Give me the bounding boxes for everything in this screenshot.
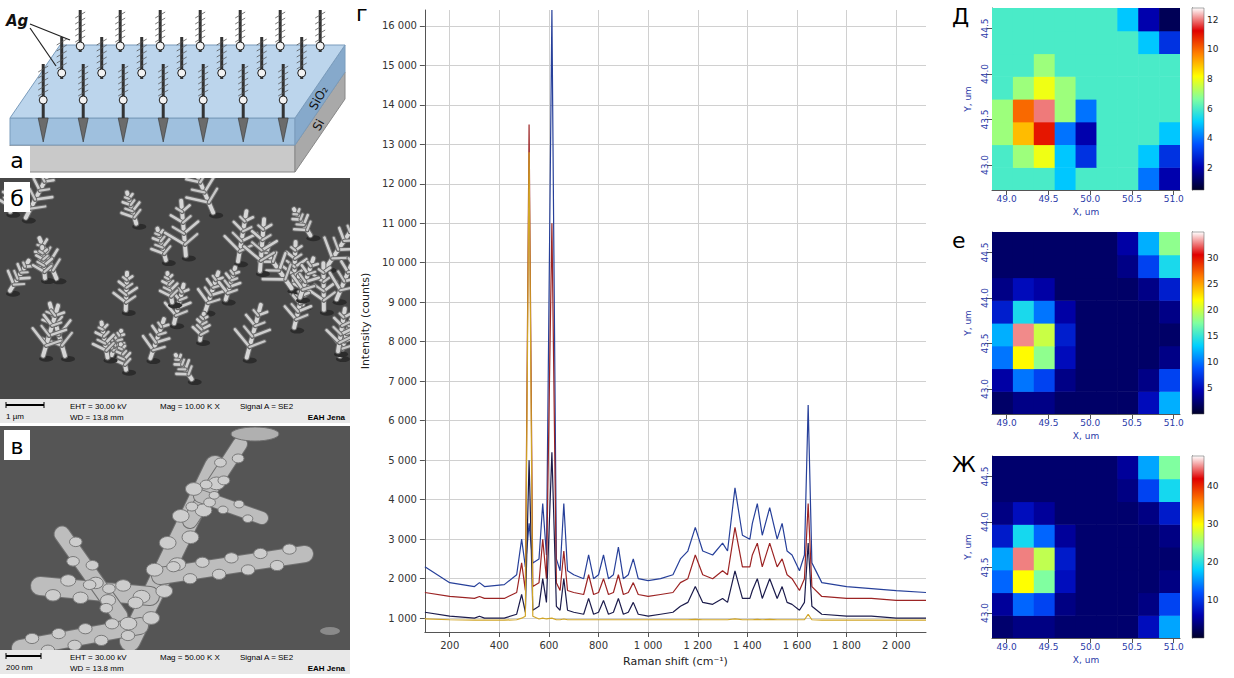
svg-text:5: 5 [1207, 383, 1213, 393]
svg-text:1 600: 1 600 [783, 640, 812, 651]
svg-text:49.5: 49.5 [1038, 194, 1058, 204]
svg-text:X, um: X, um [1073, 207, 1099, 217]
svg-text:Raman shift (cm⁻¹): Raman shift (cm⁻¹) [623, 655, 728, 668]
svg-text:Ж: Ж [952, 452, 976, 477]
svg-text:49.0: 49.0 [997, 194, 1017, 204]
svg-text:в: в [11, 434, 24, 459]
svg-text:1 200: 1 200 [683, 640, 712, 651]
svg-text:51.0: 51.0 [1164, 642, 1184, 652]
svg-text:EAH Jena: EAH Jena [308, 413, 346, 422]
svg-text:Intensity (counts): Intensity (counts) [359, 273, 372, 370]
svg-text:20: 20 [1207, 557, 1219, 567]
svg-text:49.5: 49.5 [1038, 418, 1058, 428]
svg-text:50.0: 50.0 [1080, 418, 1100, 428]
svg-text:10 000: 10 000 [382, 257, 417, 268]
svg-text:30: 30 [1207, 253, 1219, 263]
svg-text:43.5: 43.5 [980, 333, 990, 353]
svg-text:50.0: 50.0 [1080, 194, 1100, 204]
svg-text:20: 20 [1207, 305, 1219, 315]
svg-text:7 000: 7 000 [388, 376, 417, 387]
svg-text:Signal A = SE2: Signal A = SE2 [240, 402, 294, 411]
svg-text:Si: Si [310, 117, 328, 133]
svg-text:9 000: 9 000 [388, 297, 417, 308]
svg-text:8 000: 8 000 [388, 336, 417, 347]
svg-text:EHT = 30.00 kV: EHT = 30.00 kV [70, 653, 127, 662]
svg-text:40: 40 [1207, 481, 1219, 491]
svg-text:44.0: 44.0 [980, 288, 990, 308]
svg-text:800: 800 [589, 640, 608, 651]
svg-text:6: 6 [1207, 104, 1213, 114]
svg-text:10: 10 [1207, 357, 1219, 367]
svg-text:1 000: 1 000 [634, 640, 663, 651]
svg-text:50.5: 50.5 [1122, 642, 1142, 652]
svg-text:4: 4 [1207, 133, 1213, 143]
svg-text:1 µm: 1 µm [6, 412, 24, 421]
svg-text:50.5: 50.5 [1122, 418, 1142, 428]
svg-text:15: 15 [1207, 331, 1218, 341]
svg-text:WD = 13.8 mm: WD = 13.8 mm [70, 664, 124, 673]
svg-text:Д: Д [952, 4, 969, 29]
svg-text:Y, um: Y, um [963, 310, 973, 337]
svg-text:44.5: 44.5 [980, 242, 990, 262]
svg-text:г: г [356, 1, 368, 26]
svg-text:4 000: 4 000 [388, 494, 417, 505]
svg-text:43.5: 43.5 [980, 109, 990, 129]
svg-text:1 000: 1 000 [388, 613, 417, 624]
svg-text:49.0: 49.0 [997, 418, 1017, 428]
svg-text:1 400: 1 400 [733, 640, 762, 651]
svg-text:25: 25 [1207, 279, 1218, 289]
svg-text:Signal A = SE2: Signal A = SE2 [240, 653, 294, 662]
svg-text:50.0: 50.0 [1080, 642, 1100, 652]
svg-text:Mag = 10.00 K X: Mag = 10.00 K X [160, 402, 220, 411]
svg-text:51.0: 51.0 [1164, 418, 1184, 428]
svg-text:12 000: 12 000 [382, 178, 417, 189]
svg-text:X, um: X, um [1073, 431, 1099, 441]
svg-text:43.0: 43.0 [980, 155, 990, 175]
svg-text:13 000: 13 000 [382, 139, 417, 150]
svg-text:14 000: 14 000 [382, 99, 417, 110]
svg-text:е: е [952, 228, 966, 253]
svg-text:Mag = 50.00 K X: Mag = 50.00 K X [160, 653, 220, 662]
svg-text:2 000: 2 000 [388, 573, 417, 584]
svg-text:44.0: 44.0 [980, 512, 990, 532]
svg-text:WD = 13.8 mm: WD = 13.8 mm [70, 413, 124, 422]
svg-text:Y, um: Y, um [963, 86, 973, 113]
svg-text:10: 10 [1207, 595, 1219, 605]
svg-text:1 800: 1 800 [832, 640, 861, 651]
svg-text:16 000: 16 000 [382, 20, 417, 31]
svg-text:43.5: 43.5 [980, 557, 990, 577]
svg-text:200: 200 [440, 640, 459, 651]
svg-text:15 000: 15 000 [382, 60, 417, 71]
svg-text:50.5: 50.5 [1122, 194, 1142, 204]
svg-text:Ag: Ag [5, 12, 29, 30]
svg-text:б: б [10, 186, 24, 211]
svg-text:30: 30 [1207, 519, 1219, 529]
svg-text:49.5: 49.5 [1038, 642, 1058, 652]
svg-text:6 000: 6 000 [388, 415, 417, 426]
svg-text:X, um: X, um [1073, 655, 1099, 665]
svg-text:51.0: 51.0 [1164, 194, 1184, 204]
svg-text:EHT = 30.00 kV: EHT = 30.00 kV [70, 402, 127, 411]
svg-text:12: 12 [1207, 15, 1218, 25]
svg-text:Y, um: Y, um [963, 534, 973, 561]
svg-text:2 000: 2 000 [882, 640, 911, 651]
svg-text:43.0: 43.0 [980, 603, 990, 623]
svg-text:200 nm: 200 nm [6, 663, 33, 672]
svg-text:49.0: 49.0 [997, 642, 1017, 652]
svg-text:3 000: 3 000 [388, 534, 417, 545]
svg-text:8: 8 [1207, 74, 1213, 84]
svg-text:10: 10 [1207, 44, 1219, 54]
svg-text:44.5: 44.5 [980, 18, 990, 38]
svg-text:SiO₂: SiO₂ [306, 83, 331, 112]
svg-text:44.0: 44.0 [980, 64, 990, 84]
svg-text:44.5: 44.5 [980, 466, 990, 486]
svg-text:EAH Jena: EAH Jena [308, 664, 346, 673]
svg-text:43.0: 43.0 [980, 379, 990, 399]
svg-text:5 000: 5 000 [388, 455, 417, 466]
svg-text:11 000: 11 000 [382, 218, 417, 229]
svg-text:600: 600 [539, 640, 558, 651]
svg-text:400: 400 [490, 640, 509, 651]
svg-text:а: а [10, 148, 23, 173]
svg-text:2: 2 [1207, 163, 1213, 173]
